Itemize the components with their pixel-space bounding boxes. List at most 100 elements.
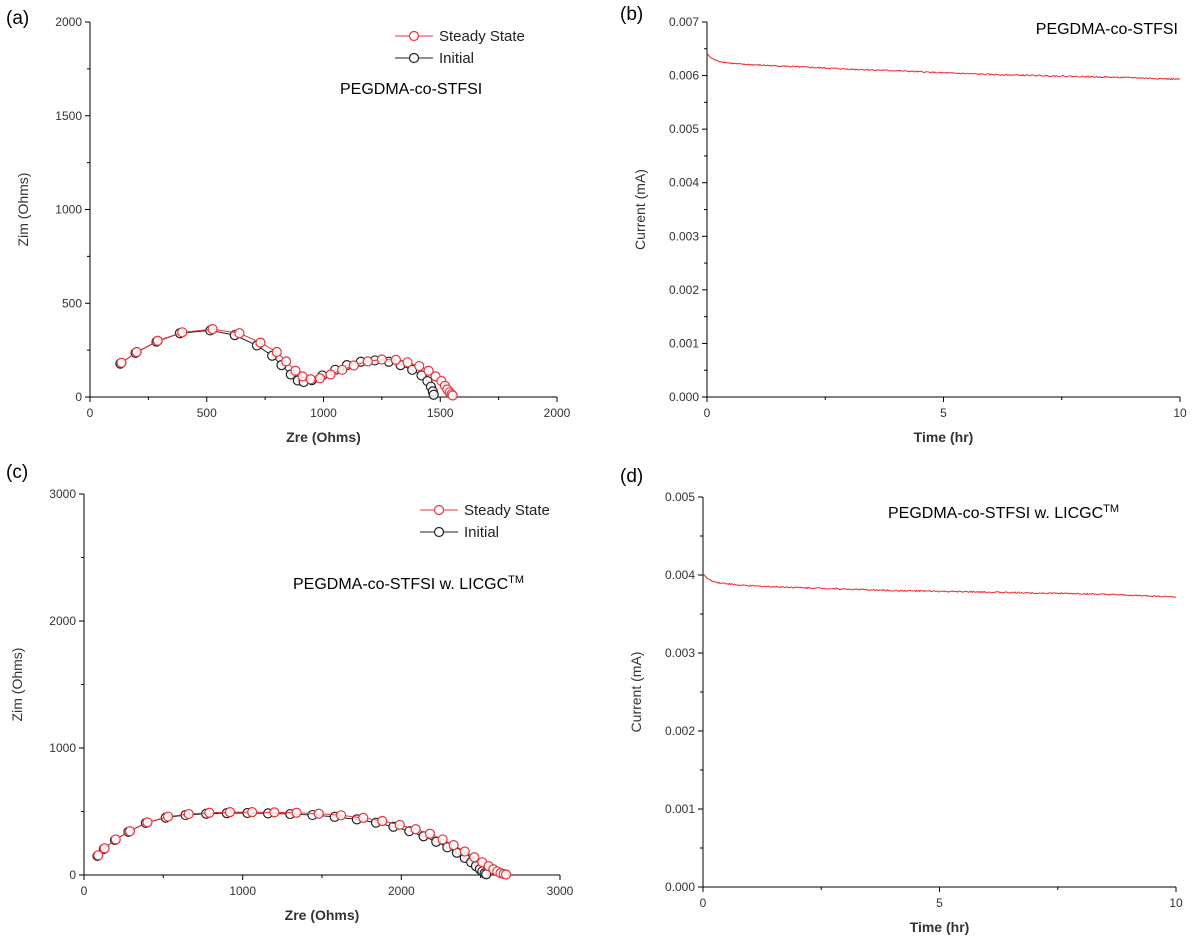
panel-d: 0.000 0.001 0.002 0.003 0.004 0.005 0 5 10 Time (… [620,466,1183,935]
x-axis-label: Zre (Ohms) [285,907,360,923]
y-tick-label: 1500 [55,109,82,123]
y-tick-label: 2000 [49,614,76,628]
data-point [335,810,347,821]
panel-letter: (b) [620,4,643,25]
series-initial [115,325,439,400]
data-point [337,364,348,375]
data-point [410,824,421,835]
y-tick-label: 3000 [49,487,76,501]
panel-annotation: PEGDMA-co-STFSI [340,81,482,98]
data-point [358,812,369,823]
panel-annotation: PEGDMA-co-STFSI w. LICGCTM [293,574,524,593]
y-tick-label: 0.001 [665,802,695,816]
x-tick-label: 0 [87,406,94,420]
data-point [183,808,194,820]
data-point [204,807,215,818]
panel-a: 0 500 1000 1500 2000 0 500 1000 1500 2000 Zre (Ohm… [6,8,571,445]
panel-letter: (d) [620,466,643,487]
panel-letter: (a) [6,8,29,29]
data-point [469,852,480,863]
data-point [414,360,425,372]
current-trace [702,573,1177,598]
series-initial [92,807,492,880]
y-tick-label: 0.003 [669,229,699,243]
data-point [290,365,301,376]
x-axis-label: Time (hr) [914,429,974,445]
data-point [313,808,324,819]
data-point [269,807,280,818]
data-point [162,811,174,822]
x-axis-label: Zre (Ohms) [286,429,361,445]
data-point [376,354,387,365]
data-point [459,846,470,857]
y-tick-label: 0 [75,390,82,404]
legend-marker [408,30,420,42]
y-tick-label: 2000 [55,15,82,29]
y-axis-label: Current (mA) [632,169,648,250]
data-point [325,369,336,380]
x-tick-label: 10 [1169,896,1183,910]
data-point [377,815,388,827]
legend-label: Steady State [464,502,550,519]
data-point [424,828,435,839]
data-point [291,807,302,818]
y-tick-label: 0.000 [665,880,695,894]
x-tick-label: 0 [704,406,711,420]
data-point [116,357,127,368]
data-point [110,834,121,845]
x-tick-label: 3000 [547,884,574,898]
x-tick-label: 0 [700,896,707,910]
x-tick-label: 0 [81,884,88,898]
data-point [177,327,188,338]
y-tick-label: 0.006 [669,69,699,83]
data-point [362,356,373,367]
y-tick-label: 0.004 [669,176,699,190]
x-tick-label: 5 [936,896,943,910]
y-tick-label: 500 [62,296,82,310]
y-tick-label: 0.004 [665,568,695,582]
y-tick-label: 1000 [49,741,76,755]
legend: Steady State Initial [420,502,550,541]
y-tick-label: 0.000 [669,390,699,404]
data-point [99,843,110,854]
legend-label: Initial [439,50,474,67]
y-axis-label: Current (mA) [628,652,644,733]
data-point [394,819,405,830]
y-tick-label: 0.003 [665,646,695,660]
legend-label: Initial [464,524,499,541]
legend-marker [433,526,445,538]
x-tick-label: 2000 [544,406,571,420]
legend: Steady State Initial [395,28,525,67]
x-axis-label: Time (hr) [910,919,970,935]
series-steady-state [93,807,512,880]
y-tick-label: 0.005 [669,122,699,136]
data-point [142,817,153,828]
panel-b: 0.000 0.001 0.002 0.003 0.004 0.005 0.006 0.007… [620,4,1187,445]
x-tick-label: 1000 [310,406,337,420]
data-point [402,357,413,368]
data-point [314,373,326,384]
data-point [348,360,359,371]
x-tick-label: 10 [1173,406,1187,420]
y-tick-label: 0.002 [665,724,695,738]
data-point [152,335,163,346]
y-tick-label: 0.005 [665,490,695,504]
x-tick-label: 5 [940,406,947,420]
legend-label: Steady State [439,28,525,45]
y-tick-label: 1000 [55,203,82,217]
data-point [390,354,401,365]
y-tick-label: 0.007 [669,15,699,29]
data-point [224,807,236,818]
data-point [131,346,142,358]
panel-letter: (c) [6,462,28,483]
data-point [448,840,459,851]
y-tick-label: 0.002 [669,283,699,297]
y-tick-label: 0 [69,868,76,882]
data-point [500,869,512,880]
data-point [437,834,448,845]
x-tick-label: 500 [197,406,217,420]
x-tick-label: 1000 [229,884,256,898]
data-point [423,365,434,376]
data-point [271,346,282,358]
